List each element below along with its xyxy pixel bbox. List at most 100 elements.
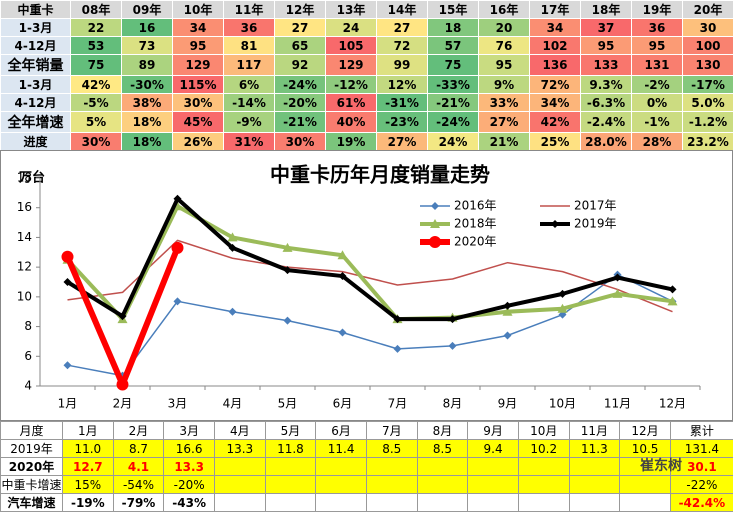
watermark: 崔东树: [640, 455, 682, 475]
cell: [569, 494, 620, 512]
cell: 11.8: [265, 440, 316, 458]
cell: 15%: [63, 476, 114, 494]
cell: 13.3: [164, 458, 215, 476]
cell: 26%: [173, 133, 224, 151]
y-tick-label: 14: [17, 230, 32, 244]
row-label: 汽车增速: [1, 494, 63, 512]
cell: 24: [326, 19, 377, 37]
cell: -20%: [275, 94, 326, 112]
cell: 6%: [224, 76, 275, 94]
cell: [214, 476, 265, 494]
table-row: 4-12月-5%38%30%-14%-20%61%-31%-21%33%34%-…: [1, 94, 733, 112]
header-cell: 11月: [569, 422, 620, 440]
cell: -31%: [377, 94, 428, 112]
x-tick-label: 3月: [168, 397, 188, 411]
header-cell: 12月: [620, 422, 671, 440]
header-cell: 7月: [366, 422, 417, 440]
cell: [518, 458, 569, 476]
header-cell: 9月: [468, 422, 519, 440]
cell: 20: [479, 19, 530, 37]
cell: 30%: [173, 94, 224, 112]
y-tick-label: 18: [17, 171, 32, 185]
header-cell: 2月: [113, 422, 164, 440]
cell: 42%: [71, 76, 122, 94]
cell: [214, 494, 265, 512]
header-cell: 15年: [428, 1, 479, 19]
cell: [214, 458, 265, 476]
header-cell: 4月: [214, 422, 265, 440]
row-label: 中重卡增速: [1, 476, 63, 494]
cell: -6.3%: [581, 94, 632, 112]
cell: [518, 494, 569, 512]
cell: -2%: [632, 76, 683, 94]
cell: -42.4%: [670, 494, 733, 512]
cell: 131: [632, 55, 683, 76]
cell: [417, 494, 468, 512]
cell: -21%: [428, 94, 479, 112]
cell: 22: [71, 19, 122, 37]
x-tick-label: 2月: [113, 397, 133, 411]
header-cell: 11年: [224, 1, 275, 19]
row-label: 全年增速: [1, 112, 71, 133]
row-label: 4-12月: [1, 94, 71, 112]
header-cell: 20年: [683, 1, 733, 19]
cell: 30%: [275, 133, 326, 151]
y-tick-label: 8: [24, 319, 32, 333]
header-cell: 17年: [530, 1, 581, 19]
cell: [316, 476, 367, 494]
header-cell: 月度: [1, 422, 63, 440]
cell: 10.2: [518, 440, 569, 458]
header-cell: 累计: [670, 422, 733, 440]
cell: 19%: [326, 133, 377, 151]
cell: [518, 476, 569, 494]
cell: -9%: [224, 112, 275, 133]
cell: 45%: [173, 112, 224, 133]
cell: [468, 494, 519, 512]
cell: -30%: [122, 76, 173, 94]
cell: 4.1: [113, 458, 164, 476]
legend-label: 2016年: [454, 199, 497, 213]
cell: 11.0: [63, 440, 114, 458]
cell: 25%: [530, 133, 581, 151]
header-cell: 13年: [326, 1, 377, 19]
cell: [569, 458, 620, 476]
cell: 136: [530, 55, 581, 76]
cell: 12%: [377, 76, 428, 94]
cell: 102: [530, 37, 581, 55]
cell: 115%: [173, 76, 224, 94]
cell: 27: [275, 19, 326, 37]
cell: -1%: [632, 112, 683, 133]
row-label: 进度: [1, 133, 71, 151]
header-cell: 10年: [173, 1, 224, 19]
header-cell: 1月: [63, 422, 114, 440]
cell: -12%: [326, 76, 377, 94]
cell: [265, 476, 316, 494]
legend-label: 2017年: [574, 199, 617, 213]
x-tick-label: 12月: [659, 397, 686, 411]
cell: 16: [122, 19, 173, 37]
cell: 38%: [122, 94, 173, 112]
cell: -1.2%: [683, 112, 733, 133]
header-cell: 16年: [479, 1, 530, 19]
cell: 130: [683, 55, 733, 76]
cell: 95: [173, 37, 224, 55]
legend-label: 2018年: [454, 217, 497, 231]
cell: 37: [581, 19, 632, 37]
cell: 30%: [71, 133, 122, 151]
cell: 13.3: [214, 440, 265, 458]
cell: 42%: [530, 112, 581, 133]
cell: 9.4: [468, 440, 519, 458]
cell: 36: [224, 19, 275, 37]
cell: 76: [479, 37, 530, 55]
cell: 18%: [122, 133, 173, 151]
